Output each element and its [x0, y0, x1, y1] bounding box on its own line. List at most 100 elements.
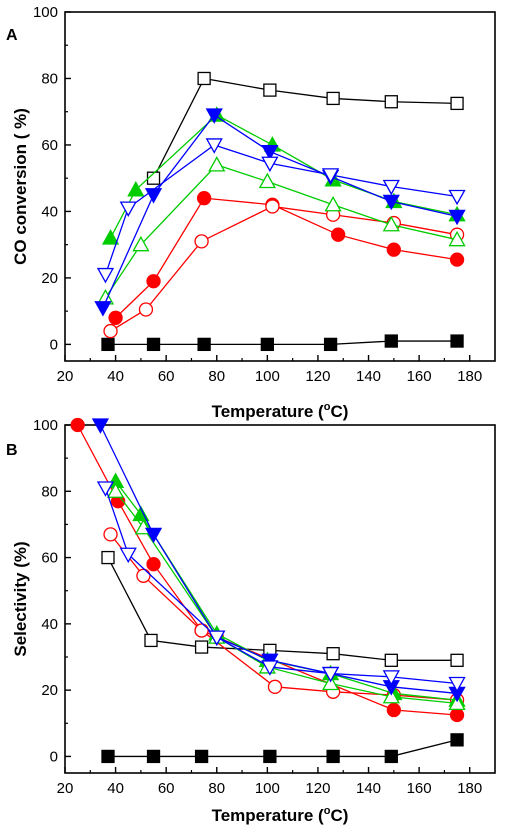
plot-frame — [64, 424, 496, 774]
data-point-square — [326, 647, 340, 661]
data-point-triangle-up — [324, 195, 342, 212]
data-point-square — [263, 83, 277, 97]
data-point-triangle-up — [321, 674, 340, 691]
data-point-square — [101, 749, 115, 764]
data-point-circle — [449, 252, 465, 267]
series-square-open — [146, 71, 464, 185]
data-point-triangle-down — [208, 630, 226, 646]
x-tick-label: 60 — [158, 780, 175, 797]
data-point-square — [146, 749, 161, 764]
x-tick-label: 80 — [208, 780, 225, 797]
data-point-circle — [108, 310, 123, 325]
y-tick-label: 60 — [41, 137, 58, 154]
series-triangle-up-open — [96, 156, 466, 305]
data-point-square — [384, 749, 398, 764]
series-circle-open — [103, 527, 465, 708]
data-point-triangle-down — [261, 660, 279, 676]
x-tick-label: 60 — [158, 368, 175, 385]
data-point-square — [326, 91, 340, 106]
data-point-triangle-down — [261, 156, 279, 173]
data-point-triangle-up — [106, 482, 125, 498]
series-line — [104, 144, 458, 275]
data-point-square — [263, 749, 277, 764]
y-tick-label: 20 — [41, 270, 58, 287]
x-tick-label: 40 — [107, 780, 124, 797]
data-point-circle — [103, 323, 118, 339]
data-point-triangle-down — [205, 138, 223, 154]
series-line — [110, 533, 458, 701]
series-circle-open — [103, 199, 465, 339]
data-point-square — [384, 334, 398, 348]
series-triangle-down-open — [96, 138, 466, 284]
data-point-circle — [386, 242, 401, 257]
y-tick-label: 80 — [41, 483, 58, 500]
x-axis-title: Temperature (oC) — [212, 401, 349, 421]
data-point-circle — [265, 199, 280, 214]
data-point-square — [384, 653, 398, 667]
series-triangle-up-open — [106, 482, 466, 711]
x-tick-label: 140 — [356, 368, 381, 385]
data-point-circle — [146, 274, 161, 289]
x-tick-label: 180 — [457, 368, 482, 385]
data-point-triangle-down — [448, 189, 466, 206]
data-point-circle — [331, 227, 346, 242]
series-line — [108, 340, 458, 346]
y-tick-label: 60 — [41, 550, 58, 567]
data-point-square — [384, 95, 398, 109]
data-point-square — [450, 96, 464, 111]
data-point-triangle-up — [448, 230, 466, 247]
data-point-triangle-up — [382, 215, 400, 232]
data-point-triangle-up — [127, 180, 145, 197]
data-point-square — [194, 640, 209, 654]
data-point-circle — [196, 190, 212, 206]
data-point-circle — [103, 527, 118, 542]
y-tick-label: 20 — [41, 682, 58, 699]
x-tick-label: 140 — [356, 780, 381, 797]
panel-letter: B — [6, 442, 18, 459]
data-point-circle — [138, 302, 154, 317]
chart-panel-B: B 20 40 60 80 100 120 140 160 180 0 20 40 60 80 100 Temp… — [6, 417, 496, 825]
data-point-triangle-up — [382, 687, 400, 704]
data-point-square — [450, 733, 464, 747]
data-point-square — [260, 337, 275, 352]
data-point-circle — [136, 568, 151, 583]
x-axis-title-part: C) — [330, 806, 348, 825]
data-point-triangle-down — [96, 267, 115, 284]
y-tick-label: 40 — [41, 203, 58, 220]
data-point-triangle-up — [132, 235, 150, 252]
data-point-triangle-down — [119, 201, 137, 217]
x-tick-label: 160 — [407, 368, 432, 385]
series-triangle-down-open — [96, 481, 466, 693]
data-point-triangle-down — [448, 676, 466, 693]
data-point-triangle-down — [261, 144, 279, 161]
x-axis-title: Temperature (oC) — [212, 805, 349, 825]
series-circle-filled — [108, 190, 465, 325]
x-tick-label: 40 — [107, 368, 124, 385]
y-tick-label: 80 — [41, 70, 58, 87]
y-axis-title: Selectivity (%) — [11, 541, 30, 656]
x-tick-label: 20 — [57, 368, 74, 385]
series-square-filled — [101, 733, 464, 764]
data-point-square — [450, 334, 464, 348]
x-axis-title-part: Temperature ( — [212, 402, 324, 421]
data-point-square — [323, 337, 338, 352]
series-line — [108, 739, 458, 758]
y-tick-label: 0 — [50, 336, 58, 353]
x-axis-title-part: C) — [330, 402, 348, 421]
data-point-triangle-down — [321, 666, 340, 683]
data-point-circle — [194, 623, 209, 638]
y-tick-label: 40 — [41, 616, 58, 633]
y-tick-label: 100 — [33, 417, 58, 434]
data-point-triangle-down — [205, 108, 223, 124]
data-point-triangle-down — [96, 481, 115, 497]
data-point-square — [326, 749, 340, 764]
data-point-triangle-up — [448, 694, 466, 711]
degree-superscript: o — [324, 401, 331, 413]
data-point-triangle-down — [144, 188, 163, 204]
data-point-triangle-down — [91, 418, 110, 434]
data-point-circle — [146, 557, 161, 572]
x-tick-label: 120 — [305, 780, 330, 797]
x-tick-label: 100 — [255, 780, 280, 797]
data-point-square — [101, 550, 115, 565]
data-point-triangle-down — [94, 301, 112, 317]
